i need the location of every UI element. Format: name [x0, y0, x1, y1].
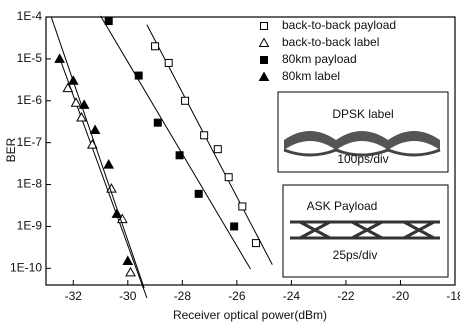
y-tick-label: 1E-9	[17, 219, 43, 233]
x-tick-label: -24	[283, 289, 301, 303]
legend-marker	[260, 39, 269, 47]
data-point	[201, 132, 208, 139]
y-tick-label: 1E-10	[10, 261, 42, 275]
legend-label: 80km payload	[282, 52, 357, 66]
y-tick-label: 1E-7	[17, 135, 43, 149]
data-point	[107, 184, 116, 192]
data-point	[135, 72, 142, 79]
fit-line	[60, 58, 147, 298]
x-axis-label: Receiver optical power(dBm)	[173, 308, 327, 322]
data-point	[231, 223, 238, 230]
data-point	[126, 268, 135, 276]
data-point	[123, 256, 132, 264]
x-tick-label: -30	[119, 289, 137, 303]
x-tick-label: -26	[228, 289, 246, 303]
data-point	[104, 160, 113, 168]
legend-marker	[261, 57, 268, 64]
legend-label: back-to-back label	[282, 35, 379, 49]
inset-title: DPSK label	[332, 107, 393, 121]
legend-label: 80km label	[282, 69, 340, 83]
data-point	[214, 146, 221, 153]
data-point	[154, 119, 161, 126]
inset-title: ASK Payload	[307, 199, 378, 213]
x-tick-label: -28	[174, 289, 192, 303]
y-tick-label: 1E-6	[17, 93, 43, 107]
data-point	[105, 18, 112, 25]
data-point	[239, 203, 246, 210]
fit-line	[51, 18, 144, 288]
legend-label: back-to-back payload	[282, 18, 396, 32]
data-point	[182, 97, 189, 104]
x-tick-label: -32	[65, 289, 83, 303]
data-point	[55, 54, 64, 62]
y-tick-label: 1E-5	[17, 51, 43, 65]
data-point	[252, 240, 259, 247]
x-tick-label: -20	[392, 289, 410, 303]
inset-scale: 100ps/div	[337, 152, 388, 166]
y-tick-label: 1E-8	[17, 177, 43, 191]
y-tick-label: 1E-4	[17, 9, 43, 23]
data-point	[195, 190, 202, 197]
data-point	[152, 43, 159, 50]
legend-marker	[261, 23, 268, 30]
data-point	[112, 209, 121, 217]
data-point	[69, 76, 78, 84]
data-point	[225, 174, 232, 181]
legend-marker	[260, 73, 269, 81]
x-tick-label: -22	[337, 289, 355, 303]
data-point	[165, 59, 172, 66]
inset-scale: 25ps/div	[333, 248, 378, 262]
chart: Receiver optical power(dBm) BER -32-30-2…	[0, 0, 460, 326]
data-point	[176, 152, 183, 159]
x-tick-label: -18	[446, 289, 460, 303]
data-point	[91, 126, 100, 134]
